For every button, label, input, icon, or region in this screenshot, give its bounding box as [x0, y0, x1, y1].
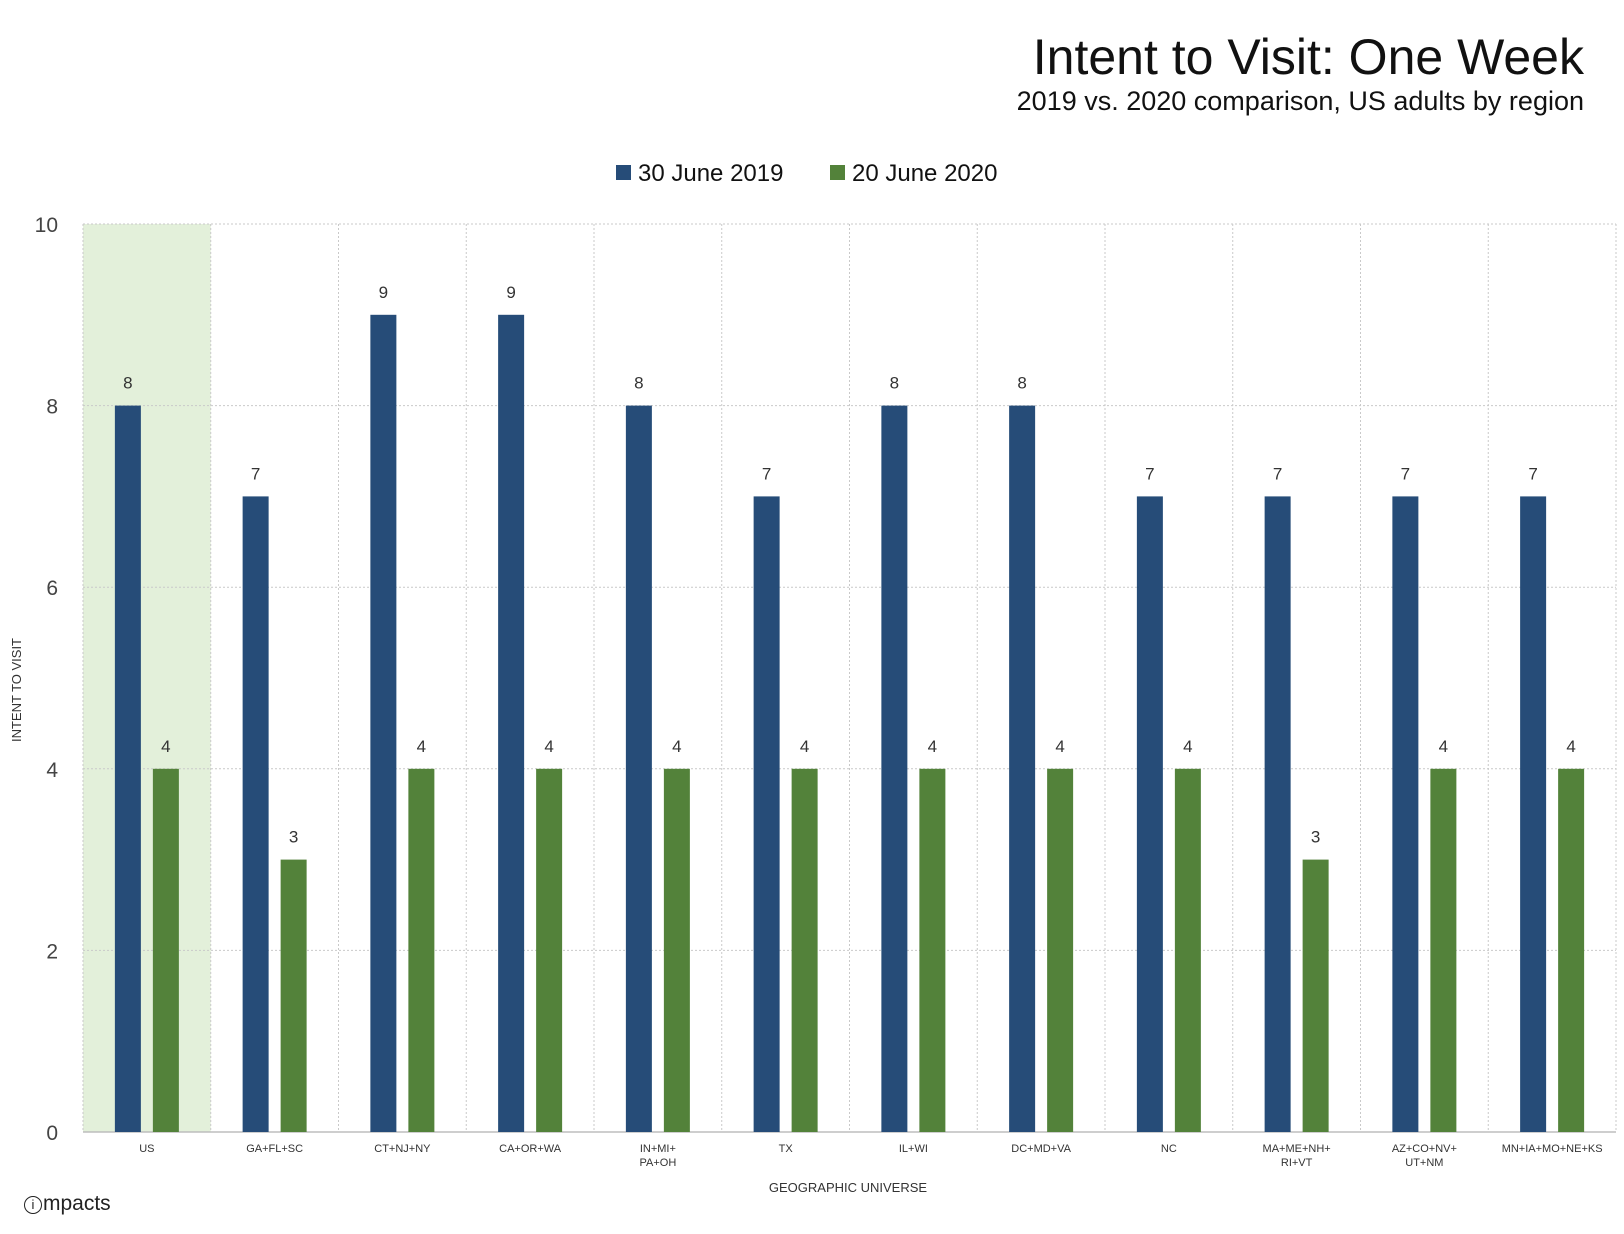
chart-subtitle: 2019 vs. 2020 comparison, US adults by r… — [1016, 86, 1584, 116]
x-tick-label: CA+OR+WA — [499, 1143, 562, 1155]
y-axis-label: INTENT TO VISIT — [9, 638, 24, 742]
x-tick-label: MA+ME+NH+ RI+VT — [1263, 1143, 1331, 1169]
plot-area: 0 2 4 6 8 10 8 7 9 9 8 7 8 8 7 7 7 7 4 3 4 4 4 4 4 4 4 3 4 4 US GA+FL+S… — [35, 214, 1617, 1169]
bar — [881, 405, 908, 1133]
bar — [753, 496, 780, 1132]
data-label: 4 — [161, 737, 170, 756]
data-label: 4 — [544, 737, 553, 756]
x-tick-label: NC — [1161, 1143, 1177, 1155]
bar — [114, 405, 141, 1133]
x-tick-label: DC+MD+VA — [1011, 1143, 1071, 1155]
bar — [625, 405, 652, 1133]
bar — [536, 768, 563, 1132]
y-tick-label: 2 — [46, 940, 58, 963]
data-label: 8 — [890, 374, 899, 393]
x-axis-label: GEOGRAPHIC UNIVERSE — [769, 1180, 928, 1195]
x-tick-label: US — [139, 1143, 154, 1155]
bar — [1174, 768, 1201, 1132]
x-tick-label: IN+MI+ PA+OH — [639, 1143, 676, 1169]
y-tick-label: 8 — [46, 396, 58, 419]
data-label: 3 — [289, 828, 298, 847]
bar — [370, 314, 397, 1132]
bar — [152, 768, 179, 1132]
x-tick-label: CT+NJ+NY — [374, 1143, 431, 1155]
data-label: 4 — [800, 737, 809, 756]
data-label: 7 — [1273, 464, 1282, 483]
highlight-band — [83, 224, 211, 1132]
x-tick-label: TX — [779, 1143, 794, 1155]
chart-title: Intent to Visit: One Week — [1032, 29, 1584, 85]
bar — [242, 496, 269, 1132]
data-label: 7 — [1528, 464, 1537, 483]
bar — [1392, 496, 1419, 1132]
data-label: 4 — [1183, 737, 1192, 756]
bar — [1264, 496, 1291, 1132]
bar — [498, 314, 525, 1132]
bar — [408, 768, 435, 1132]
bar — [919, 768, 946, 1132]
data-label: 4 — [928, 737, 937, 756]
y-tick-label: 6 — [46, 577, 58, 600]
bar — [791, 768, 818, 1132]
legend: 30 June 2019 20 June 2020 — [616, 160, 997, 187]
y-tick-label: 10 — [35, 214, 58, 237]
data-label: 9 — [379, 283, 388, 302]
bar — [1302, 859, 1329, 1132]
legend-swatch — [616, 165, 631, 180]
data-label: 4 — [1566, 737, 1575, 756]
bar — [1430, 768, 1457, 1132]
x-tick-label: GA+FL+SC — [246, 1143, 303, 1155]
brand-name: mpacts — [43, 1192, 111, 1215]
legend-label: 20 June 2020 — [852, 160, 997, 187]
bar — [1520, 496, 1547, 1132]
data-label: 8 — [634, 374, 643, 393]
y-tick-label: 4 — [46, 759, 58, 782]
data-label: 4 — [1055, 737, 1064, 756]
data-label: 7 — [1145, 464, 1154, 483]
bar — [663, 768, 690, 1132]
bar — [280, 859, 307, 1132]
bar — [1009, 405, 1036, 1133]
legend-label: 30 June 2019 — [638, 160, 783, 187]
data-label: 4 — [1439, 737, 1448, 756]
x-tick-label: IL+WI — [899, 1143, 928, 1155]
x-tick-label: AZ+CO+NV+ UT+NM — [1392, 1143, 1457, 1169]
data-label: 8 — [1017, 374, 1026, 393]
data-label: 4 — [417, 737, 426, 756]
bar — [1136, 496, 1163, 1132]
bar — [1558, 768, 1585, 1132]
data-label: 9 — [506, 283, 515, 302]
data-label: 7 — [762, 464, 771, 483]
data-label: 8 — [123, 374, 132, 393]
data-label: 7 — [1401, 464, 1410, 483]
x-tick-label: MN+IA+MO+NE+KS — [1502, 1143, 1603, 1155]
data-label: 4 — [672, 737, 681, 756]
data-label: 3 — [1311, 828, 1320, 847]
data-label: 7 — [251, 464, 260, 483]
bar — [1047, 768, 1074, 1132]
y-tick-label: 0 — [46, 1122, 58, 1145]
legend-swatch — [830, 165, 845, 180]
brand-logo: i mpacts — [24, 1192, 111, 1216]
info-circle-icon: i — [24, 1196, 42, 1214]
